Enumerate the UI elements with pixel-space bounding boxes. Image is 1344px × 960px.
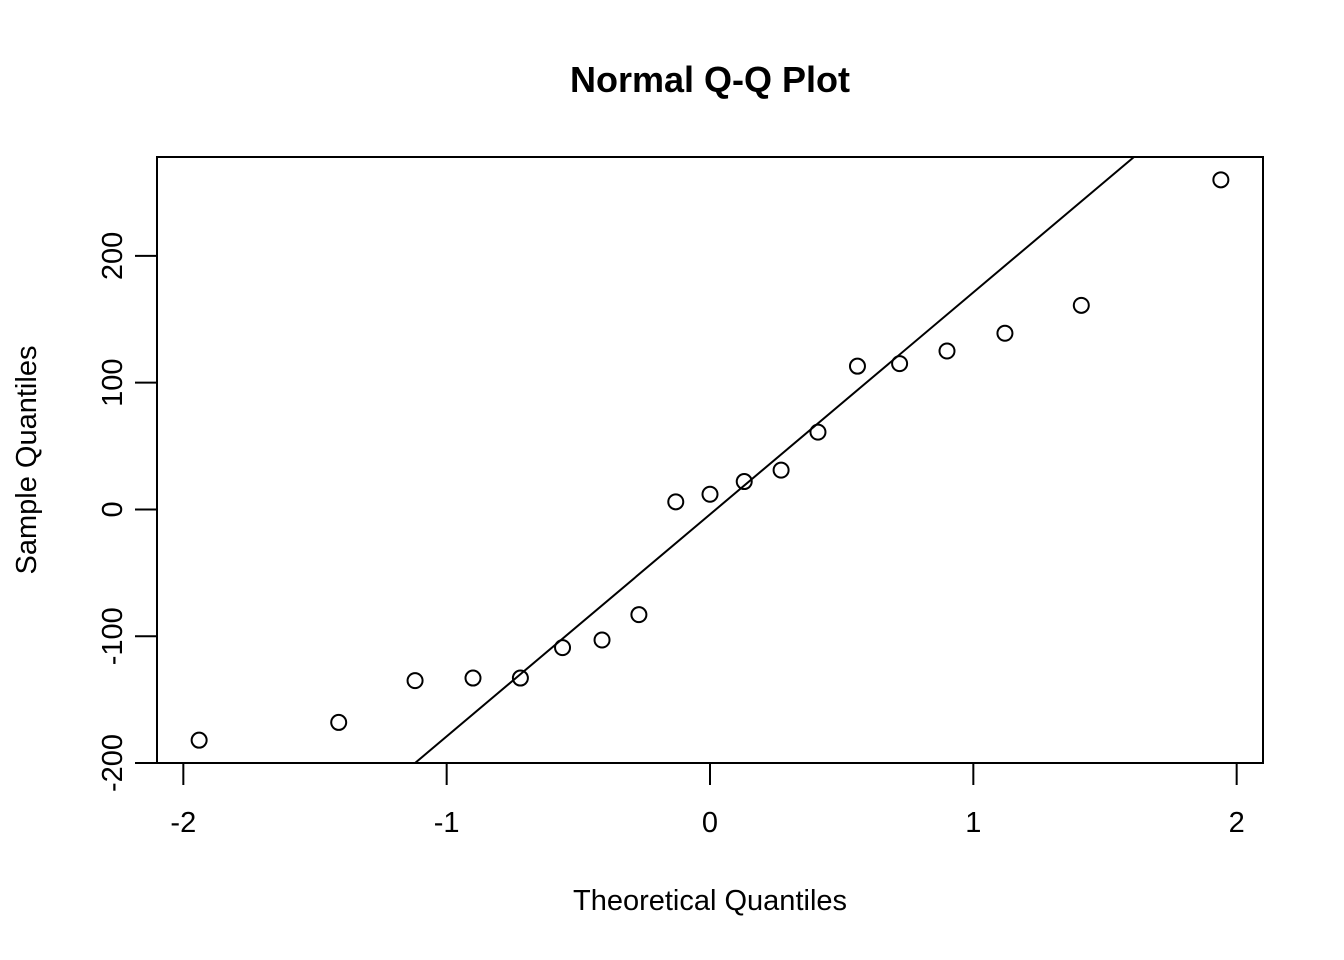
y-tick-label: -200 <box>97 734 129 792</box>
x-tick-label: -2 <box>170 807 196 839</box>
x-tick-label: 1 <box>965 807 981 839</box>
y-tick-label: 100 <box>97 358 129 406</box>
data-point <box>190 731 208 749</box>
x-tick-label: 0 <box>702 807 718 839</box>
data-point <box>406 672 424 690</box>
x-axis-label: Theoretical Quantiles <box>573 885 847 917</box>
data-point <box>938 342 956 360</box>
data-point <box>772 461 790 479</box>
y-tick-label: 200 <box>97 232 129 280</box>
data-point <box>809 423 827 441</box>
data-point <box>701 485 719 503</box>
data-point <box>667 493 685 511</box>
data-point <box>464 669 482 687</box>
y-axis: -200 -100 0 100 200 <box>97 232 158 792</box>
data-point <box>1072 296 1090 314</box>
data-point <box>848 357 866 375</box>
x-tick-label: 2 <box>1229 807 1245 839</box>
data-point <box>554 639 572 657</box>
y-axis-label: Sample Quantiles <box>11 346 43 575</box>
data-point <box>330 713 348 731</box>
data-point <box>891 355 909 373</box>
data-points <box>190 171 1230 749</box>
chart-title: Normal Q-Q Plot <box>570 59 850 100</box>
y-tick-label: -100 <box>97 607 129 665</box>
data-point <box>511 669 529 687</box>
data-point <box>593 631 611 649</box>
data-point <box>630 606 648 624</box>
x-axis: -2 -1 0 1 2 <box>170 762 1245 839</box>
plot-frame <box>156 156 1264 764</box>
y-tick-label: 0 <box>97 501 129 517</box>
data-point <box>996 324 1014 342</box>
plot-area <box>190 156 1230 764</box>
data-point <box>1212 171 1230 189</box>
x-tick-label: -1 <box>434 807 460 839</box>
data-point <box>735 473 753 491</box>
reference-line <box>414 156 1135 764</box>
